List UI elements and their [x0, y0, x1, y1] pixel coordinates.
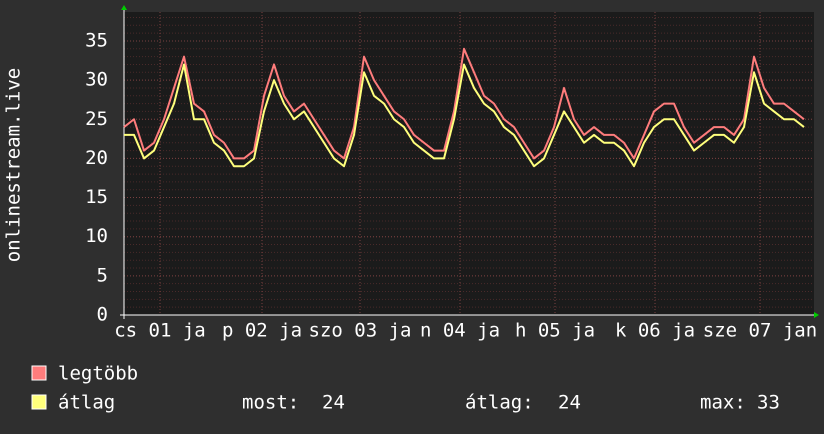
- axis-arrow: [814, 312, 819, 318]
- x-tick-label: szo 03 ja: [309, 320, 412, 342]
- y-tick-label: 15: [85, 186, 108, 208]
- y-tick-label: 20: [85, 147, 108, 169]
- legend-swatch: [31, 394, 47, 410]
- x-tick-label: sze 07 jan: [703, 320, 817, 342]
- y-tick-label: 25: [85, 108, 108, 130]
- x-tick-label: n 04 ja: [420, 320, 500, 342]
- x-tick-label: p 02 ja: [222, 320, 302, 342]
- stat-label: most:: [242, 392, 299, 414]
- legend-label: legtöbb: [58, 363, 138, 385]
- stat-label: max:: [700, 392, 746, 414]
- x-tick-label: cs 01 ja: [114, 320, 206, 342]
- series-line: [124, 63, 805, 168]
- series-line: [123, 47, 805, 160]
- stat-label: átlag:: [465, 392, 534, 414]
- stat-value: 33: [757, 392, 780, 414]
- legend-swatch: [31, 365, 47, 381]
- x-tick-label: h 05 ja: [515, 320, 595, 342]
- stat-value: 24: [558, 392, 581, 414]
- y-tick-label: 10: [85, 225, 108, 247]
- y-axis-label: onlinestream.live: [3, 68, 25, 262]
- stat-value: 24: [322, 392, 345, 414]
- plot-area: [124, 12, 814, 315]
- y-tick-label: 5: [97, 264, 108, 286]
- y-tick-label: 30: [85, 69, 108, 91]
- axis-arrow: [121, 5, 127, 10]
- y-tick-label: 35: [85, 29, 108, 51]
- legend-label: átlag: [58, 392, 115, 414]
- x-tick-label: k 06 ja: [615, 320, 695, 342]
- y-tick-label: 0: [97, 304, 108, 326]
